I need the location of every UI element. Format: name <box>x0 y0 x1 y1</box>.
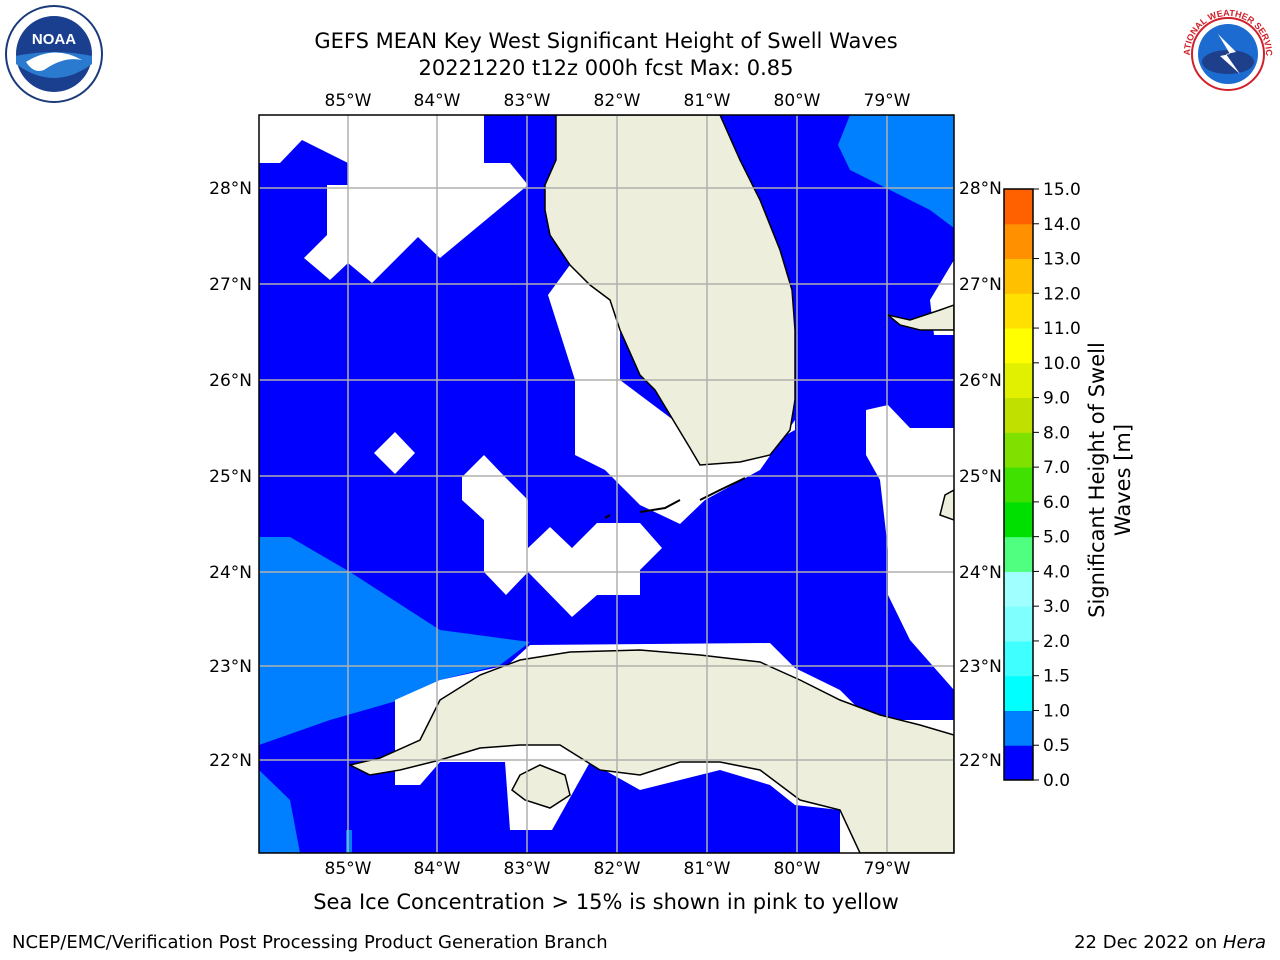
noaa-logo-icon: NOAA <box>5 5 103 103</box>
longitude-tick-label: 83°W <box>504 859 551 879</box>
longitude-tick-label: 82°W <box>594 91 641 111</box>
latitude-tick-label: 25°N <box>959 467 1002 487</box>
longitude-tick-label: 80°W <box>774 859 821 879</box>
latitude-tick-label: 26°N <box>209 371 252 391</box>
colorbar-cell <box>1004 223 1033 260</box>
swell-band-0p5-1-streak <box>346 830 352 853</box>
longitude-tick-label: 85°W <box>325 91 372 111</box>
latitude-tick-label: 24°N <box>959 563 1002 583</box>
colorbar-cell <box>1004 189 1033 225</box>
chart-title-line2: 20221220 t12z 000h fcst Max: 0.85 <box>418 56 794 80</box>
latitude-tick-label: 23°N <box>959 657 1002 677</box>
colorbar-cell <box>1004 328 1033 364</box>
colorbar-cell <box>1004 397 1033 433</box>
colorbar-tick-label: 11.0 <box>1043 319 1081 339</box>
chart-title-line1: GEFS MEAN Key West Significant Height of… <box>314 29 898 53</box>
latitude-labels-right: 28°N 27°N 26°N 25°N 24°N 23°N 22°N <box>959 179 1002 771</box>
footer-date-text: 22 Dec 2022 on <box>1074 932 1223 953</box>
colorbar: 0.0 0.5 1.0 1.5 2.0 3.0 4.0 5.0 6.0 7.0 8.0 9.0 10.0… <box>1003 180 1081 791</box>
colorbar-cell <box>1004 293 1033 329</box>
longitude-tick-label: 84°W <box>414 91 461 111</box>
colorbar-tick-label: 7.0 <box>1043 458 1070 478</box>
colorbar-tick-label: 2.0 <box>1043 632 1070 652</box>
swell-band-0p5-1-northeast <box>838 115 954 228</box>
colorbar-tick-label: 5.0 <box>1043 528 1070 548</box>
longitude-labels-top: 85°W 84°W 83°W 82°W 81°W 80°W 79°W <box>325 91 911 111</box>
colorbar-cell <box>1004 710 1033 746</box>
colorbar-tick-label: 4.0 <box>1043 562 1070 582</box>
latitude-tick-label: 22°N <box>209 751 252 771</box>
latitude-tick-label: 23°N <box>209 657 252 677</box>
footer-date: 22 Dec 2022 on Hera <box>1074 932 1266 953</box>
colorbar-frame <box>1003 188 1034 781</box>
colorbar-tick-label: 1.5 <box>1043 667 1070 687</box>
sea-ice-caption: Sea Ice Concentration > 15% is shown in … <box>313 890 899 914</box>
colorbar-cell <box>1004 467 1033 503</box>
latitude-tick-label: 28°N <box>959 179 1002 199</box>
latitude-labels-left: 28°N 27°N 26°N 25°N 24°N 23°N 22°N <box>209 179 252 771</box>
missing-data-keys <box>462 455 662 617</box>
colorbar-tick-label: 10.0 <box>1043 354 1081 374</box>
nws-logo-icon: NATIONAL WEATHER SERVICE <box>1178 4 1276 102</box>
colorbar-tick-label: 12.0 <box>1043 284 1081 304</box>
colorbar-cell <box>1004 258 1033 294</box>
florida-land <box>544 115 796 466</box>
colorbar-tick-label: 15.0 <box>1043 180 1081 200</box>
colorbar-cell <box>1004 640 1033 677</box>
swell-band-0p5-1-south <box>259 770 300 853</box>
colorbar-tick-label: 9.0 <box>1043 389 1070 409</box>
longitude-labels-bottom: 85°W 84°W 83°W 82°W 81°W 80°W 79°W <box>325 859 911 879</box>
colorbar-cell <box>1004 432 1033 468</box>
colorbar-tick-label: 3.0 <box>1043 597 1070 617</box>
colorbar-label: Significant Height of Swell Waves [m] <box>1085 342 1135 618</box>
latitude-tick-label: 27°N <box>959 275 1002 295</box>
longitude-tick-label: 85°W <box>325 859 372 879</box>
longitude-tick-label: 82°W <box>594 859 641 879</box>
latitude-tick-label: 26°N <box>959 371 1002 391</box>
map-gridlines <box>259 115 954 853</box>
map-plot-area <box>259 115 954 853</box>
footer-credit: NCEP/EMC/Verification Post Processing Pr… <box>12 932 608 953</box>
colorbar-tick-label: 8.0 <box>1043 423 1070 443</box>
colorbar-cell <box>1004 745 1033 781</box>
colorbar-cell <box>1004 536 1033 572</box>
colorbar-tick-label: 14.0 <box>1043 215 1081 235</box>
latitude-tick-label: 27°N <box>209 275 252 295</box>
colorbar-tick-label: 0.5 <box>1043 736 1070 756</box>
cuba-land <box>347 649 954 853</box>
colorbar-cell <box>1004 606 1033 642</box>
longitude-tick-label: 84°W <box>414 859 461 879</box>
longitude-tick-label: 79°W <box>864 859 911 879</box>
longitude-tick-label: 79°W <box>864 91 911 111</box>
latitude-tick-label: 24°N <box>209 563 252 583</box>
map-frame <box>258 114 955 854</box>
colorbar-tick-label: 13.0 <box>1043 250 1081 270</box>
swell-band-0p5-1-southwest <box>259 537 530 745</box>
colorbar-tick-label: 0.0 <box>1043 771 1070 791</box>
colorbar-cell <box>1004 571 1033 607</box>
missing-data-patch <box>374 432 415 474</box>
colorbar-tick-label: 1.0 <box>1043 701 1070 721</box>
footer-host: Hera <box>1222 932 1266 953</box>
missing-data-gulf-north <box>259 115 528 283</box>
latitude-tick-label: 25°N <box>209 467 252 487</box>
grand-bahama-land <box>887 304 954 331</box>
longitude-tick-label: 83°W <box>504 91 551 111</box>
noaa-logo-text: NOAA <box>32 31 76 48</box>
latitude-tick-label: 22°N <box>959 751 1002 771</box>
longitude-tick-label: 80°W <box>774 91 821 111</box>
colorbar-cell <box>1004 675 1033 711</box>
andros-land <box>939 489 954 521</box>
colorbar-cell <box>1004 501 1033 538</box>
colorbar-cell <box>1004 362 1033 399</box>
latitude-tick-label: 28°N <box>209 179 252 199</box>
longitude-tick-label: 81°W <box>684 91 731 111</box>
colorbar-tick-label: 6.0 <box>1043 493 1070 513</box>
longitude-tick-label: 81°W <box>684 859 731 879</box>
